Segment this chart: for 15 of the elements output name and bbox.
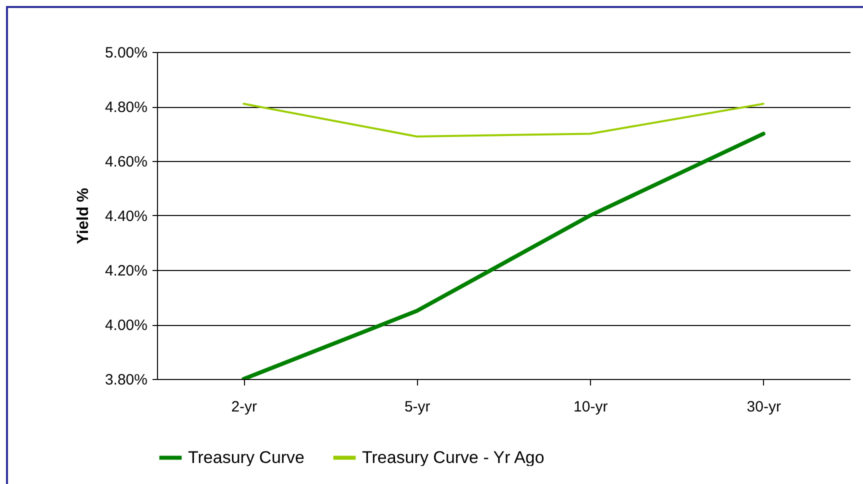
legend-label: Treasury Curve — [188, 448, 305, 467]
y-tick-label: 4.20% — [104, 262, 148, 280]
y-tick-label: 3.80% — [104, 372, 148, 388]
line-series — [242, 132, 766, 379]
x-tick-label: 30-yr — [746, 398, 781, 416]
y-tick-label: 5.00% — [104, 44, 148, 62]
y-tick-label: 4.80% — [104, 99, 148, 116]
x-tick-label: 5-yr — [404, 398, 430, 416]
y-axis-title: Yield % — [74, 188, 92, 244]
legend-label: Treasury Curve - Yr Ago — [362, 448, 544, 467]
y-tick-label: 4.00% — [104, 317, 148, 334]
y-tick-label: 4.60% — [104, 154, 148, 170]
x-tick-label: 10-yr — [574, 398, 608, 416]
y-tick-label: 4.40% — [104, 208, 148, 225]
x-tick-label: 2-yr — [231, 398, 258, 416]
